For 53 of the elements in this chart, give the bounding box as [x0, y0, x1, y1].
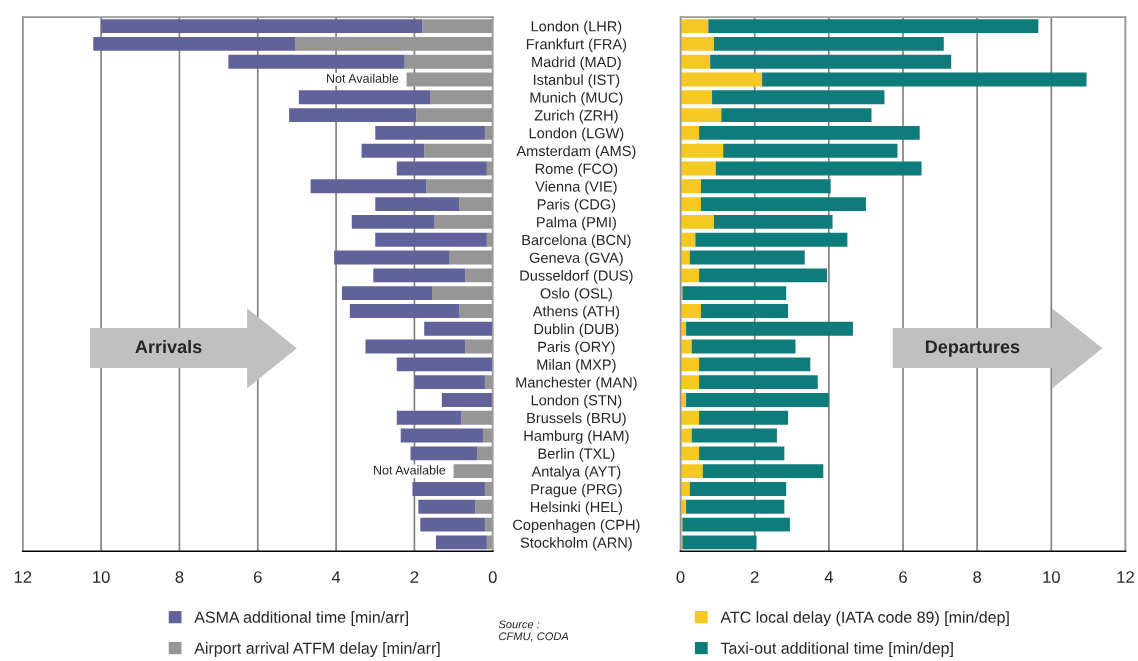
x-tick-label: 2	[410, 571, 419, 583]
x-tick-label: 4	[331, 571, 341, 583]
y-tick-label: Istanbul (IST)	[533, 74, 620, 88]
legend-label: ASMA additional time [min/arr]	[194, 611, 408, 627]
y-tick-label: Hamburg (HAM)	[524, 430, 629, 444]
y-tick-label: Zurich (ZRH)	[534, 109, 618, 124]
y-tick-label: Amsterdam (AMS)	[516, 145, 636, 160]
x-tick-label: 0	[488, 571, 497, 583]
y-tick-label: Stockholm (ARN)	[520, 537, 632, 551]
x-tick-label: 0	[676, 571, 685, 583]
x-tick-label: 4	[824, 571, 833, 583]
y-tick-label: Paris (CDG)	[537, 198, 616, 213]
y-tick-label: Antalya (AYT)	[531, 465, 621, 480]
y-tick-label: Geneva (GVA)	[529, 252, 623, 266]
y-tick-label: Dusseldorf (DUS)	[520, 270, 633, 284]
source-note: Source : CFMU, CODA	[498, 620, 569, 642]
y-tick-label: London (LGW)	[529, 127, 624, 142]
x-tick-label: 10	[1043, 571, 1060, 583]
y-tick-label: Rome (FCO)	[535, 163, 618, 177]
y-tick-label: Palma (PMI)	[537, 216, 616, 231]
x-tick-label: 8	[973, 571, 982, 583]
annotation: Departures	[925, 340, 1020, 357]
y-tick-label: Helsinki (HEL)	[530, 501, 623, 516]
legend-label: Taxi-out additional time [min/dep]	[720, 642, 953, 657]
x-tick-label: 12	[14, 571, 32, 583]
y-tick-label: Munich (MUC)	[530, 92, 623, 106]
y-tick-label: London (LHR)	[531, 20, 622, 35]
y-tick-label: Frankfurt (FRA)	[526, 38, 627, 53]
y-tick-label: Oslo (OSL)	[540, 287, 612, 302]
y-tick-label: Barcelona (BCN)	[522, 234, 631, 249]
x-tick-label: 10	[93, 571, 110, 583]
x-tick-label: 2	[750, 571, 759, 583]
y-tick-label: Brussels (BRU)	[527, 412, 626, 427]
x-tick-label: 8	[175, 571, 184, 583]
legend-label: Airport arrival ATFM delay [min/arr]	[194, 642, 440, 657]
y-tick-label: Milan (MXP)	[537, 359, 616, 373]
y-tick-label: London (STN)	[531, 394, 622, 409]
y-tick-label: Vienna (VIE)	[535, 181, 617, 195]
x-tick-label: 6	[253, 571, 262, 583]
y-tick-label: Athens (ATH)	[532, 305, 620, 320]
y-tick-label: Prague (PRG)	[531, 483, 622, 498]
y-tick-label: Copenhagen (CPH)	[513, 519, 640, 533]
x-tick-label: 6	[899, 571, 907, 583]
y-tick-label: Madrid (MAD)	[532, 56, 621, 70]
annotation: Arrivals	[135, 339, 202, 354]
annotation: Not Available	[374, 465, 446, 475]
y-tick-label: Dublin (DUB)	[534, 323, 619, 338]
y-tick-label: Manchester (MAN)	[516, 376, 637, 391]
x-tick-label: 12	[1117, 571, 1134, 583]
y-tick-label: Berlin (TXL)	[538, 448, 615, 462]
y-tick-label: Paris (ORY)	[538, 341, 615, 355]
annotation: Not Available	[327, 73, 399, 83]
legend-label: ATC local delay (IATA code 89) [min/dep]	[720, 611, 1009, 627]
